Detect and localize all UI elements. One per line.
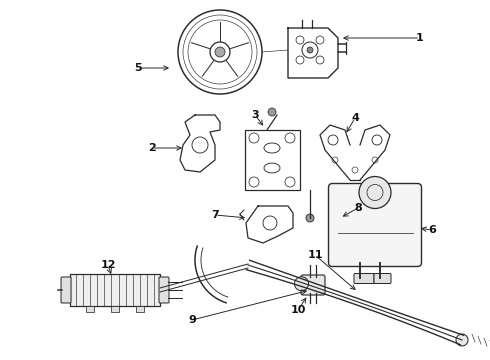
Text: 7: 7 bbox=[211, 210, 219, 220]
Text: 4: 4 bbox=[351, 113, 359, 123]
Text: 11: 11 bbox=[307, 250, 323, 260]
Text: 3: 3 bbox=[251, 110, 259, 120]
Circle shape bbox=[359, 176, 391, 208]
FancyBboxPatch shape bbox=[70, 274, 160, 306]
Text: 2: 2 bbox=[148, 143, 156, 153]
FancyBboxPatch shape bbox=[61, 277, 71, 303]
Circle shape bbox=[268, 108, 276, 116]
Text: 5: 5 bbox=[134, 63, 142, 73]
Text: 10: 10 bbox=[290, 305, 306, 315]
Text: 1: 1 bbox=[416, 33, 424, 43]
FancyBboxPatch shape bbox=[159, 277, 169, 303]
FancyBboxPatch shape bbox=[354, 274, 374, 284]
Circle shape bbox=[307, 47, 313, 53]
FancyBboxPatch shape bbox=[86, 306, 94, 312]
Text: 6: 6 bbox=[428, 225, 436, 235]
Circle shape bbox=[456, 334, 468, 346]
FancyBboxPatch shape bbox=[301, 275, 325, 295]
Circle shape bbox=[294, 277, 309, 291]
FancyBboxPatch shape bbox=[328, 184, 421, 266]
Text: 12: 12 bbox=[100, 260, 116, 270]
FancyBboxPatch shape bbox=[136, 306, 144, 312]
Text: 9: 9 bbox=[188, 315, 196, 325]
Text: 8: 8 bbox=[354, 203, 362, 213]
FancyBboxPatch shape bbox=[374, 274, 391, 284]
Circle shape bbox=[215, 47, 225, 57]
FancyBboxPatch shape bbox=[111, 306, 119, 312]
Circle shape bbox=[306, 214, 314, 222]
